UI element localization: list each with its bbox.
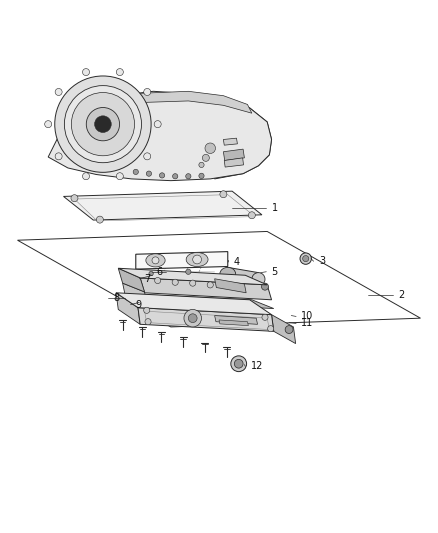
Circle shape (285, 326, 293, 334)
Circle shape (55, 153, 62, 160)
Polygon shape (116, 293, 272, 314)
Circle shape (186, 174, 191, 179)
Polygon shape (215, 279, 246, 293)
Circle shape (146, 171, 152, 176)
Circle shape (188, 314, 197, 322)
Polygon shape (228, 268, 258, 286)
Polygon shape (116, 293, 140, 324)
Circle shape (144, 88, 151, 95)
Ellipse shape (220, 268, 236, 280)
Circle shape (220, 191, 227, 198)
Text: 1: 1 (272, 203, 278, 213)
Polygon shape (118, 268, 145, 292)
Text: 8: 8 (113, 293, 119, 303)
Circle shape (234, 359, 243, 368)
Polygon shape (48, 91, 272, 181)
Circle shape (144, 153, 151, 160)
Circle shape (193, 255, 201, 264)
Polygon shape (215, 316, 258, 324)
Circle shape (133, 169, 138, 174)
Circle shape (154, 120, 161, 128)
Circle shape (172, 279, 178, 285)
Circle shape (207, 282, 213, 288)
Polygon shape (123, 283, 147, 302)
Circle shape (95, 116, 111, 133)
Text: 9: 9 (136, 300, 142, 310)
Circle shape (71, 93, 134, 156)
Circle shape (199, 173, 204, 179)
Circle shape (117, 69, 124, 76)
Circle shape (205, 143, 215, 154)
Circle shape (202, 155, 209, 161)
Circle shape (136, 297, 145, 306)
Circle shape (55, 88, 62, 95)
Text: 5: 5 (272, 266, 278, 277)
Ellipse shape (186, 253, 208, 266)
Circle shape (82, 69, 89, 76)
Circle shape (64, 86, 141, 163)
Polygon shape (223, 149, 244, 160)
Text: 6: 6 (157, 266, 163, 277)
Circle shape (82, 173, 89, 180)
Circle shape (155, 278, 161, 284)
Ellipse shape (252, 273, 265, 286)
Circle shape (173, 174, 178, 179)
Text: 11: 11 (301, 318, 314, 328)
Text: 3: 3 (319, 256, 325, 266)
Polygon shape (223, 138, 237, 145)
Circle shape (186, 269, 191, 274)
Circle shape (159, 173, 165, 178)
Circle shape (190, 280, 196, 286)
Polygon shape (64, 191, 262, 220)
Polygon shape (215, 99, 272, 179)
Polygon shape (272, 314, 296, 344)
Circle shape (144, 307, 150, 313)
Polygon shape (140, 278, 272, 300)
Polygon shape (125, 294, 274, 309)
Polygon shape (136, 91, 252, 113)
Text: 2: 2 (399, 290, 405, 300)
Text: 10: 10 (301, 311, 314, 321)
Polygon shape (118, 268, 267, 285)
Circle shape (152, 257, 159, 264)
Circle shape (303, 255, 309, 262)
Circle shape (96, 216, 103, 223)
Circle shape (231, 356, 247, 372)
Polygon shape (224, 158, 244, 167)
Text: 12: 12 (251, 361, 263, 372)
Circle shape (300, 253, 311, 264)
Circle shape (145, 319, 151, 325)
Circle shape (71, 195, 78, 201)
Circle shape (55, 76, 151, 172)
Circle shape (86, 108, 120, 141)
Text: 7: 7 (145, 274, 151, 284)
Circle shape (261, 283, 268, 290)
Circle shape (117, 173, 124, 180)
Circle shape (262, 314, 268, 320)
Circle shape (268, 326, 274, 332)
Text: 4: 4 (233, 257, 240, 267)
Circle shape (248, 212, 255, 219)
Circle shape (184, 310, 201, 327)
Circle shape (45, 120, 52, 128)
Circle shape (199, 162, 204, 167)
Ellipse shape (146, 254, 165, 267)
Polygon shape (219, 320, 248, 326)
Polygon shape (138, 308, 274, 332)
Polygon shape (136, 252, 228, 269)
Circle shape (149, 271, 153, 276)
